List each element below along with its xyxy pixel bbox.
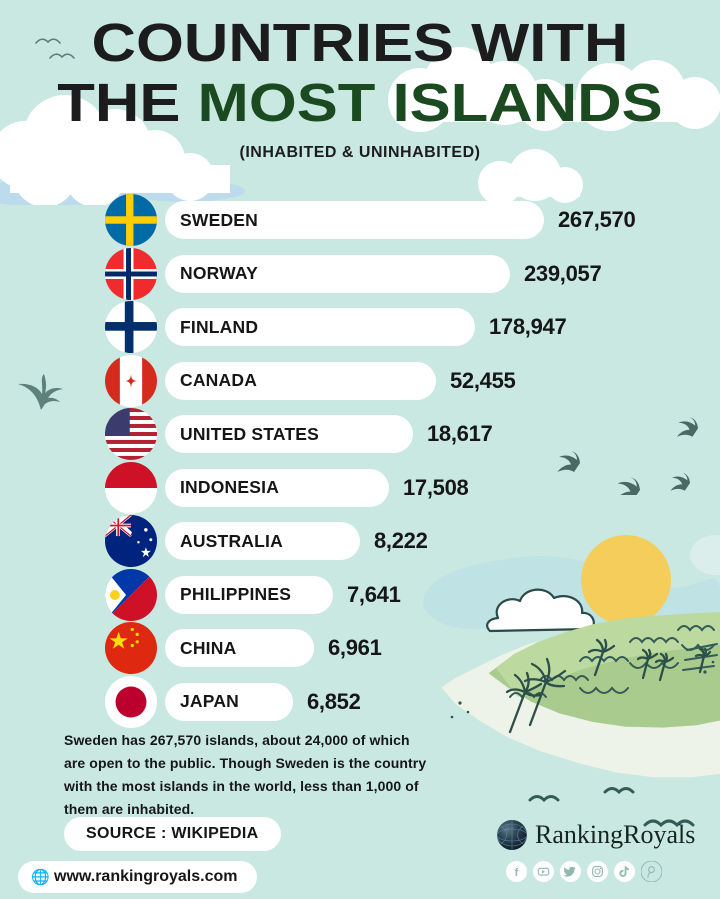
svg-text:f: f (515, 867, 519, 879)
